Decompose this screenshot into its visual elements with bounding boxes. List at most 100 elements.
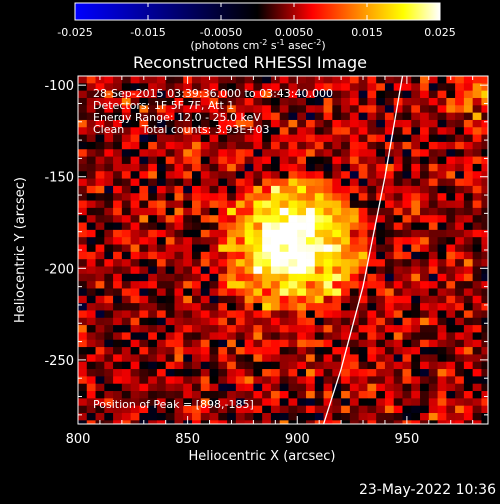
heatmap-cell	[323, 420, 333, 424]
heatmap-cell	[411, 83, 421, 92]
heatmap-cell	[113, 127, 123, 136]
heatmap-cell	[393, 215, 403, 223]
heatmap-cell	[86, 229, 96, 238]
heatmap-cell	[402, 200, 412, 209]
heatmap-cell	[174, 229, 184, 238]
heatmap-cell	[332, 405, 342, 414]
heatmap-cell	[341, 229, 351, 238]
heatmap-cell	[420, 405, 430, 414]
heatmap-cell	[192, 178, 202, 187]
heatmap-cell	[209, 200, 219, 209]
heatmap-cell	[384, 119, 395, 128]
heatmap-cell	[139, 361, 149, 370]
heatmap-cell	[384, 310, 395, 319]
heatmap-cell	[332, 97, 342, 106]
heatmap-cell	[253, 310, 263, 319]
heatmap-cell	[297, 281, 307, 289]
heatmap-cell	[481, 119, 488, 128]
heatmap-cell	[402, 361, 412, 370]
heatmap-cell	[402, 405, 412, 414]
heatmap-cell	[156, 222, 167, 231]
heatmap-cell	[227, 325, 237, 333]
heatmap-cell	[113, 237, 123, 245]
heatmap-cell	[192, 325, 202, 333]
heatmap-cell	[139, 398, 149, 407]
heatmap-cell	[288, 303, 298, 311]
heatmap-cell	[148, 215, 158, 223]
heatmap-cell	[446, 244, 456, 253]
heatmap-cell	[86, 266, 96, 275]
heatmap-cell	[384, 266, 395, 275]
heatmap-cell	[270, 156, 281, 165]
heatmap-cell	[244, 105, 254, 114]
heatmap-cell	[323, 215, 333, 223]
heatmap-cell	[297, 90, 307, 99]
heatmap-cell	[270, 97, 281, 106]
heatmap-cell	[367, 273, 377, 282]
heatmap-cell	[428, 119, 438, 128]
heatmap-cell	[209, 317, 219, 326]
heatmap-cell	[384, 134, 395, 143]
heatmap-cell	[341, 83, 351, 92]
heatmap-cell	[358, 251, 368, 260]
heatmap-cell	[200, 207, 210, 216]
heatmap-cell	[428, 325, 438, 333]
heatmap-cell	[262, 295, 272, 304]
heatmap-cell	[78, 229, 88, 238]
heatmap-cell	[209, 391, 219, 399]
heatmap-cell	[262, 178, 272, 187]
heatmap-cell	[218, 134, 228, 143]
heatmap-cell	[341, 237, 351, 245]
heatmap-cell	[113, 163, 123, 172]
heatmap-cell	[235, 332, 246, 341]
heatmap-cell	[113, 185, 123, 194]
heatmap-cell	[428, 90, 438, 99]
heatmap-cell	[183, 244, 193, 253]
heatmap-cell	[78, 171, 88, 179]
heatmap-cell	[78, 83, 88, 92]
heatmap-cell	[148, 369, 158, 377]
heatmap-cell	[113, 295, 123, 304]
heatmap-cell	[113, 149, 123, 157]
heatmap-cell	[78, 339, 88, 348]
heatmap-cell	[262, 369, 272, 377]
heatmap-cell	[244, 134, 254, 143]
heatmap-cell	[358, 376, 368, 385]
heatmap-cell	[376, 273, 386, 282]
heatmap-cell	[148, 251, 158, 260]
heatmap-cell	[437, 273, 447, 282]
heatmap-cell	[341, 119, 351, 128]
heatmap-cell	[200, 105, 210, 114]
heatmap-cell	[218, 266, 228, 275]
heatmap-cell	[139, 244, 149, 253]
heatmap-cell	[192, 295, 202, 304]
heatmap-cell	[472, 178, 482, 187]
heatmap-cell	[104, 163, 114, 172]
heatmap-cell	[376, 244, 386, 253]
heatmap-cell	[420, 332, 430, 341]
heatmap-cell	[279, 259, 289, 267]
heatmap-cell	[218, 178, 228, 187]
heatmap-cell	[148, 105, 158, 114]
heatmap-cell	[314, 266, 324, 275]
heatmap-cell	[358, 178, 368, 187]
heatmap-cell	[200, 97, 210, 106]
heatmap-cell	[481, 251, 488, 260]
heatmap-cell	[446, 149, 456, 157]
heatmap-cell	[288, 251, 298, 260]
heatmap-cell	[306, 339, 316, 348]
heatmap-cell	[253, 339, 263, 348]
heatmap-cell	[209, 398, 219, 407]
heatmap-cell	[332, 339, 342, 348]
heatmap-cell	[218, 119, 228, 128]
heatmap-cell	[463, 178, 474, 187]
heatmap-cell	[86, 259, 96, 267]
heatmap-cell	[235, 163, 246, 172]
heatmap-cell	[306, 266, 316, 275]
heatmap-cell	[130, 310, 140, 319]
heatmap-cell	[297, 97, 307, 106]
heatmap-cell	[349, 97, 360, 106]
heatmap-cell	[200, 127, 210, 136]
heatmap-cell	[227, 97, 237, 106]
heatmap-cell	[288, 332, 298, 341]
